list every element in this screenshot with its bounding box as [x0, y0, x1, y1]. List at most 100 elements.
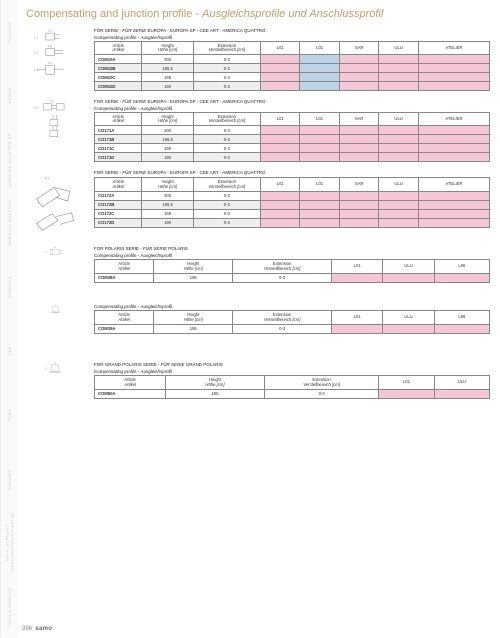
- cell-height: 196,5: [142, 200, 193, 209]
- col-header: ExtensionVerstellbereich [cm]: [193, 178, 260, 191]
- col-header: SAR: [339, 42, 379, 55]
- table-row: COM10D1900-3: [95, 82, 490, 91]
- technical-drawing: 1,84,12,81,82,81,8: [26, 28, 88, 91]
- technical-drawing: 0,82,1: [26, 246, 88, 296]
- side-tab: FLEX: [0, 383, 18, 447]
- svg-text:4,5: 4,5: [44, 177, 49, 181]
- table-row: CO171D1900-3: [95, 153, 490, 162]
- cell-height: 190: [142, 82, 193, 91]
- col-header: ArticleArtikel: [95, 178, 142, 191]
- product-section: 0,82,1 FOR POLARIS SERIE - FÜR SERIE POLA…: [26, 246, 490, 296]
- table-row: COM10A2000-3: [95, 55, 490, 64]
- cell-extension: 0-3: [233, 273, 332, 282]
- table-row: COM38A1950-3: [95, 273, 490, 282]
- col-header: L01: [260, 113, 300, 126]
- cell-height: 195: [154, 324, 233, 333]
- col-header: L96: [434, 311, 489, 324]
- cell-height: 195: [142, 144, 193, 153]
- cell-extension: 0-3: [193, 200, 260, 209]
- cell-swatch: [418, 153, 489, 162]
- svg-text:0,8: 0,8: [54, 247, 56, 249]
- product-table: ArticleArtikelHeightHöhe [cm]ExtensionVe…: [94, 177, 490, 227]
- cell-swatch: [339, 144, 379, 153]
- col-header: ULU: [383, 311, 434, 324]
- col-header: HeightHöhe [cm]: [154, 311, 233, 324]
- cell-height: 200: [142, 191, 193, 200]
- cell-article: COM10D: [95, 82, 142, 91]
- sub-line: Compensating profile - Ausgleichsprofil: [94, 35, 490, 40]
- side-tab: POLARIS: [0, 0, 18, 64]
- product-section: 2,04,0FOR GRAND POLARIS SERIE - FÜR SERI…: [26, 362, 490, 412]
- section-content: FOR SERIE - FÜR SERIE EUROPA - EUROPA SP…: [94, 28, 490, 91]
- cell-swatch: [383, 324, 434, 333]
- col-header: L96: [434, 260, 489, 273]
- table-row: COM10C1950-3: [95, 73, 490, 82]
- cell-swatch: [379, 153, 419, 162]
- section-content: Compensating profile - AusgleichsprofilA…: [94, 304, 490, 354]
- serie-line: FOR SERIE - FÜR SERIE EUROPA - EUROPA SP…: [94, 28, 490, 33]
- cell-article: CO171C: [95, 144, 142, 153]
- cell-swatch: [383, 273, 434, 282]
- cell-swatch: [379, 73, 419, 82]
- cell-swatch: [434, 389, 489, 398]
- col-header: L01: [379, 376, 434, 389]
- side-tab: AMERICA: [0, 255, 18, 319]
- cell-swatch: [300, 73, 340, 82]
- cell-article: COM10A: [95, 55, 142, 64]
- cell-swatch: [300, 135, 340, 144]
- cell-swatch: [260, 55, 300, 64]
- cell-swatch: [260, 73, 300, 82]
- page-footer: 396 samo: [22, 626, 52, 632]
- serie-line: FOR GRAND POLARIS SERIE - FÜR SERIE GRAN…: [94, 362, 490, 367]
- cell-height: 195: [166, 389, 265, 398]
- page-number: 396: [22, 626, 32, 632]
- svg-text:1,8: 1,8: [34, 51, 39, 55]
- cell-swatch: [300, 200, 340, 209]
- cell-swatch: [260, 82, 300, 91]
- col-header: L01: [300, 178, 340, 191]
- svg-text:2,0: 2,0: [54, 363, 56, 365]
- cell-swatch: [339, 73, 379, 82]
- cell-extension: 0-3: [193, 82, 260, 91]
- cell-swatch: [379, 191, 419, 200]
- cell-article: CO172C: [95, 209, 142, 218]
- cell-height: 200: [142, 126, 193, 135]
- col-header: ExtensionVerstellbereich [cm]: [233, 311, 332, 324]
- col-header: L01: [260, 178, 300, 191]
- table-row: CO172D1900-3: [95, 218, 490, 227]
- table-row: CO172B196,50-3: [95, 200, 490, 209]
- product-section: 2,0Compensating profile - Ausgleichsprof…: [26, 304, 490, 354]
- cell-swatch: [379, 144, 419, 153]
- sub-line: Compensating profile - Ausgleichsprofil: [94, 304, 490, 309]
- cell-height: 195: [142, 209, 193, 218]
- svg-text:2,5: 2,5: [34, 106, 38, 110]
- col-header: L01: [300, 42, 340, 55]
- cell-swatch: [379, 200, 419, 209]
- svg-text:2,8: 2,8: [48, 44, 53, 48]
- table-row: COM39A1950-3: [95, 324, 490, 333]
- col-header: ExtensionVerstellbereich [cm]: [264, 376, 379, 389]
- cell-height: 190: [142, 218, 193, 227]
- sub-line: Compensating profile - Ausgleichsprofil: [94, 369, 490, 374]
- sub-line: Compensating profile - Ausgleichsprofil: [94, 106, 490, 111]
- col-header: ULU: [383, 260, 434, 273]
- table-row: COM50A1950-3: [95, 389, 490, 398]
- side-tab: INFO & SERVICE: [0, 574, 18, 638]
- col-header: ExtensionVerstellbereich [cm]: [193, 42, 260, 55]
- serie-line: FOR POLARIS SERIE - FÜR SERIE POLARIS: [94, 246, 490, 251]
- table-row: COM10B196,50-3: [95, 64, 490, 73]
- col-header: ATELIER: [418, 113, 489, 126]
- col-header: ArticleArtikel: [95, 376, 166, 389]
- cell-swatch: [300, 191, 340, 200]
- product-section: 1,84,12,81,82,81,8FOR SERIE - FÜR SERIE …: [26, 28, 490, 91]
- product-table: ArticleArtikelHeightHöhe [cm]ExtensionVe…: [94, 112, 490, 162]
- cell-article: COM50A: [95, 389, 166, 398]
- cell-swatch: [339, 126, 379, 135]
- cell-article: COM39A: [95, 324, 154, 333]
- cell-swatch: [260, 191, 300, 200]
- col-header: HeightHöhe [cm]: [142, 113, 193, 126]
- cell-swatch: [260, 144, 300, 153]
- cell-extension: 0-3: [193, 209, 260, 218]
- cell-swatch: [300, 82, 340, 91]
- cell-height: 196,5: [142, 64, 193, 73]
